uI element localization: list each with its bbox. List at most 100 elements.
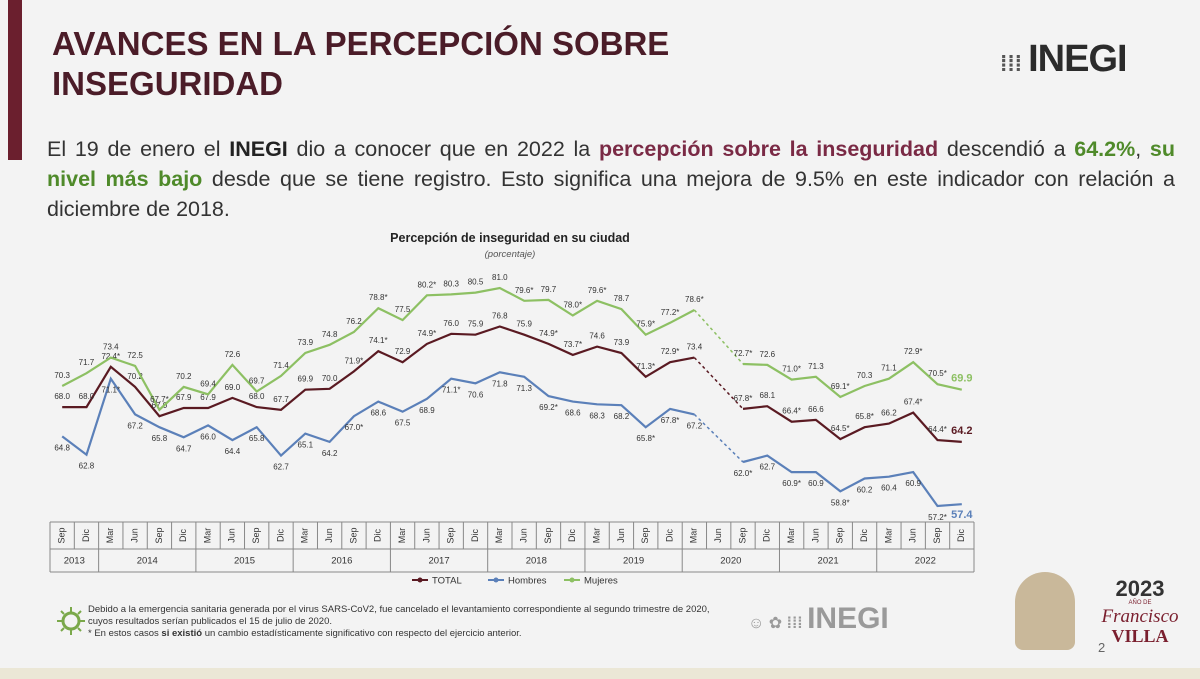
text: 64.2% <box>1074 137 1136 161</box>
data-label: 81.0 <box>492 273 508 282</box>
text: * En estos casos <box>88 628 162 639</box>
year-label: 2021 <box>818 556 839 567</box>
data-label: 73.9 <box>298 338 314 347</box>
data-label: 73.9 <box>614 338 630 347</box>
bottom-strip <box>0 668 1200 679</box>
data-label: 68.6 <box>565 409 581 418</box>
footnote: Debido a la emergencia sanitaria generad… <box>88 604 728 640</box>
data-label: 78.0* <box>563 300 582 309</box>
data-label: 71.3* <box>636 362 655 371</box>
data-label: 60.2 <box>857 486 873 495</box>
data-label: 65.8 <box>249 434 265 443</box>
intro-paragraph: El 19 de enero el INEGI dio a conocer qu… <box>47 134 1175 224</box>
data-label: 74.9* <box>418 329 437 338</box>
data-label: 72.7* <box>734 349 753 358</box>
x-tick-label: Dic <box>859 529 869 542</box>
data-label: 64.4* <box>928 425 947 434</box>
data-label: 71.0* <box>782 365 801 374</box>
series-line <box>62 325 962 443</box>
text: INEGI <box>229 137 288 161</box>
data-label: 66.4* <box>782 407 801 416</box>
data-label: 72.9 <box>395 347 411 356</box>
x-tick-label: Dic <box>275 529 285 542</box>
data-label: 64.2 <box>322 449 338 458</box>
brand-year: 2023 <box>1115 576 1165 601</box>
x-tick-label: Sep <box>154 527 164 543</box>
data-label: 67.5 <box>395 419 411 428</box>
data-label: 64.8 <box>54 443 70 452</box>
data-label: 60.9 <box>905 479 921 488</box>
data-label: 69.0 <box>225 383 241 392</box>
year-label: 2019 <box>623 556 644 567</box>
x-tick-label: Sep <box>543 527 553 543</box>
x-tick-label: Dic <box>956 529 966 542</box>
chart-title: Percepción de inseguridad en su ciudad <box>390 231 630 245</box>
legend-dot <box>417 577 423 583</box>
data-label: 65.8* <box>636 434 655 443</box>
data-label: 68.0 <box>249 392 265 401</box>
legend-dot <box>493 577 499 583</box>
text: El 19 de enero el <box>47 137 230 161</box>
slide-title: AVANCES EN LA PERCEPCIÓN SOBRE INSEGURID… <box>52 25 670 102</box>
covid-note: Debido a la emergencia sanitaria generad… <box>88 604 710 627</box>
data-label: 68.0 <box>54 392 70 401</box>
data-label: 67.0 <box>152 401 168 410</box>
data-label: 76.0 <box>443 319 459 328</box>
data-label: 80.3 <box>443 279 459 288</box>
series-line <box>61 286 963 412</box>
data-label: 72.9* <box>904 347 923 356</box>
data-label: 67.9 <box>200 393 216 402</box>
data-label: 71.3 <box>516 384 532 393</box>
x-tick-label: Jun <box>421 528 431 543</box>
data-label: 69.1* <box>831 382 850 391</box>
data-label: 70.6 <box>468 390 484 399</box>
data-label: 71.7 <box>79 358 95 367</box>
legend-dot <box>569 577 575 583</box>
data-label: 73.4 <box>687 343 703 352</box>
x-tick-label: Sep <box>640 527 650 543</box>
text: dio a conocer que en 2022 la <box>287 137 599 161</box>
x-tick-label: Dic <box>470 529 480 542</box>
data-label: 60.9* <box>782 479 801 488</box>
data-label: 67.9 <box>176 393 192 402</box>
data-label: 72.6 <box>760 350 776 359</box>
data-label: 65.1 <box>298 441 314 450</box>
x-tick-label: Mar <box>105 528 115 544</box>
data-label: 80.5 <box>468 278 484 287</box>
legend-label: Hombres <box>508 576 547 587</box>
x-tick-label: Dic <box>373 529 383 542</box>
data-label: 73.7* <box>563 340 582 349</box>
x-tick-label: Jun <box>227 528 237 543</box>
data-label: 68.1 <box>760 391 776 400</box>
data-label: 79.7 <box>541 285 557 294</box>
data-label: 72.5 <box>127 351 143 360</box>
data-label: 74.9* <box>539 329 558 338</box>
x-tick-label: Dic <box>762 529 772 542</box>
text: un cambio estadísticamente significativo… <box>202 628 522 639</box>
villa-brand: 2023 AÑO DE Francisco VILLA <box>1085 576 1195 646</box>
data-label: 79.6* <box>515 286 534 295</box>
data-label: 74.8 <box>322 330 338 339</box>
year-label: 2018 <box>526 556 547 567</box>
data-label: 62.8 <box>79 462 95 471</box>
data-label: 74.6 <box>589 332 605 341</box>
gap-connector <box>693 309 744 365</box>
year-label: 2014 <box>137 556 158 567</box>
data-label: 71.3 <box>808 362 824 371</box>
data-label: 64.5* <box>831 424 850 433</box>
data-label: 57.4 <box>951 509 973 521</box>
text: su nivel más bajo <box>47 137 1176 191</box>
data-label: 66.0 <box>200 432 216 441</box>
x-tick-label: Mar <box>591 528 601 544</box>
x-tick-label: Sep <box>446 527 456 543</box>
data-label: 70.2 <box>127 372 143 381</box>
x-tick-label: Sep <box>835 527 845 543</box>
data-label: 67.2 <box>687 421 703 430</box>
data-label: 72.6 <box>225 350 241 359</box>
data-label: 62.7 <box>273 463 289 472</box>
x-tick-label: Jun <box>908 528 918 543</box>
x-tick-label: Jun <box>324 528 334 543</box>
x-tick-label: Jun <box>616 528 626 543</box>
data-label: 71.1 <box>881 364 897 373</box>
data-label: 60.9 <box>808 479 824 488</box>
